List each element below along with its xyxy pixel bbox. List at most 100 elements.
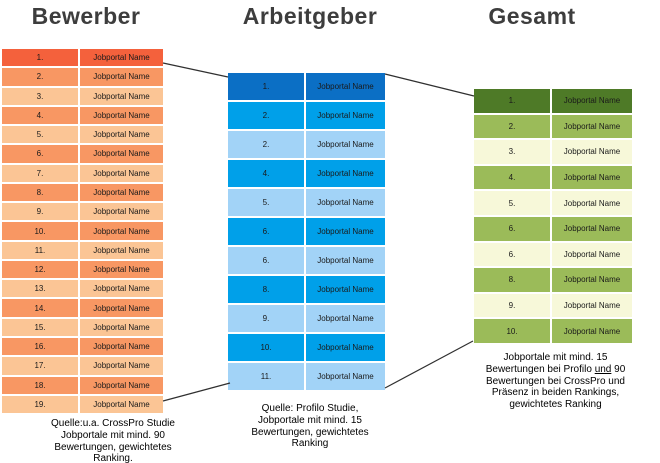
rank-cell: 8. bbox=[228, 276, 306, 303]
table-row: 12. Jobportal Name bbox=[2, 260, 163, 279]
ranking-table-bewerber: 1. Jobportal Name 2. Jobportal Name 3. Jobpor… bbox=[2, 49, 163, 414]
name-cell: Jobportal Name bbox=[317, 111, 374, 120]
rank-cell: 9. bbox=[2, 203, 80, 221]
table-row: 18. Jobportal Name bbox=[2, 376, 163, 394]
rank-cell: 11. bbox=[228, 363, 306, 390]
footnote-line: Bewertungen, gewichtetes bbox=[54, 441, 172, 453]
rank-cell: 2. bbox=[228, 131, 306, 158]
rank-cell: 6. bbox=[474, 242, 552, 267]
table-row: 3. Jobportal Name bbox=[474, 140, 632, 164]
rank-cell: 5. bbox=[474, 191, 552, 215]
rank-cell: 1. bbox=[474, 89, 552, 113]
rank-cell: 19. bbox=[2, 395, 80, 414]
table-row: 4. Jobportal Name bbox=[2, 106, 163, 125]
rank-cell: 15. bbox=[2, 318, 80, 336]
table-row: 2. Jobportal Name bbox=[474, 114, 632, 139]
rank-cell: 10. bbox=[228, 334, 306, 361]
table-row: 16. Jobportal Name bbox=[2, 337, 163, 356]
rank-cell: 4. bbox=[228, 160, 306, 187]
name-cell: Jobportal Name bbox=[93, 265, 150, 275]
table-row: 4. Jobportal Name bbox=[474, 165, 632, 190]
name-cell: Jobportal Name bbox=[93, 284, 150, 294]
rank-cell: 10. bbox=[474, 319, 552, 343]
table-row: 15. Jobportal Name bbox=[2, 318, 163, 336]
name-cell: Jobportal Name bbox=[563, 96, 621, 106]
rank-cell: 13. bbox=[2, 280, 80, 298]
footnote-underlined-word: und bbox=[594, 363, 612, 375]
rank-cell: 6. bbox=[2, 145, 80, 163]
table-row: 9. Jobportal Name bbox=[228, 305, 385, 332]
rank-cell: 2. bbox=[474, 114, 552, 139]
table-row: 8. Jobportal Name bbox=[228, 276, 385, 303]
table-row: 2. Jobportal Name bbox=[228, 102, 385, 129]
table-row: 2. Jobportal Name bbox=[2, 68, 163, 86]
table-row: 2. Jobportal Name bbox=[228, 131, 385, 158]
table-row: 14. Jobportal Name bbox=[2, 299, 163, 317]
table-row: 11. Jobportal Name bbox=[2, 241, 163, 259]
table-row: 5. Jobportal Name bbox=[474, 191, 632, 215]
name-cell: Jobportal Name bbox=[563, 249, 621, 259]
rank-cell: 3. bbox=[2, 87, 80, 105]
name-cell: Jobportal Name bbox=[93, 130, 150, 140]
table-row: 8. Jobportal Name bbox=[2, 183, 163, 202]
name-cell: Jobportal Name bbox=[317, 82, 374, 91]
name-cell: Jobportal Name bbox=[93, 342, 150, 352]
table-row: 13. Jobportal Name bbox=[2, 280, 163, 298]
table-row: 6. Jobportal Name bbox=[228, 247, 385, 274]
table-row: 17. Jobportal Name bbox=[2, 357, 163, 375]
name-cell: Jobportal Name bbox=[317, 314, 374, 323]
name-cell: Jobportal Name bbox=[93, 110, 150, 120]
footnote-line: Präsenz in beiden Rankings, bbox=[491, 387, 620, 399]
name-cell: Jobportal Name bbox=[93, 149, 150, 159]
table-row: 6. Jobportal Name bbox=[474, 242, 632, 267]
name-cell: Jobportal Name bbox=[317, 256, 374, 265]
ranking-table-arbeitgeber: 1. Jobportal Name 2. Jobportal Name 2. Jobpor… bbox=[228, 73, 385, 390]
table-row: 10. Jobportal Name bbox=[228, 334, 385, 361]
table-row: 4. Jobportal Name bbox=[228, 160, 385, 187]
table-row: 6. Jobportal Name bbox=[2, 145, 163, 163]
table-row: 5. Jobportal Name bbox=[228, 189, 385, 216]
table-row: 11. Jobportal Name bbox=[228, 363, 385, 390]
footnote-line: Ranking bbox=[291, 438, 329, 450]
name-cell: Jobportal Name bbox=[563, 326, 621, 336]
rank-cell: 6. bbox=[228, 218, 306, 245]
name-cell: Jobportal Name bbox=[317, 343, 374, 352]
rank-cell: 16. bbox=[2, 337, 80, 356]
name-cell: Jobportal Name bbox=[563, 121, 621, 131]
connector-line-top-right bbox=[384, 73, 475, 97]
rank-cell: 6. bbox=[228, 247, 306, 274]
rank-cell: 5. bbox=[2, 126, 80, 144]
name-cell: Jobportal Name bbox=[93, 322, 150, 332]
connector-line-top-left bbox=[162, 62, 229, 78]
ranking-table-gesamt: 1. Jobportal Name 2. Jobportal Name 3. Jobpor… bbox=[474, 89, 632, 343]
name-cell: Jobportal Name bbox=[563, 275, 621, 285]
name-cell: Jobportal Name bbox=[317, 198, 374, 207]
rank-cell: 11. bbox=[2, 241, 80, 259]
footnote-line: Bewertungen, gewichtetes bbox=[251, 426, 369, 438]
name-cell: Jobportal Name bbox=[317, 372, 374, 381]
column-title-arbeitgeber: Arbeitgeber bbox=[242, 3, 378, 29]
rank-cell: 17. bbox=[2, 357, 80, 375]
name-cell: Jobportal Name bbox=[93, 303, 150, 313]
table-row: 1. Jobportal Name bbox=[2, 49, 163, 67]
name-cell: Jobportal Name bbox=[93, 245, 150, 255]
table-row: 6. Jobportal Name bbox=[228, 218, 385, 245]
name-cell: Jobportal Name bbox=[93, 91, 150, 101]
rank-cell: 3. bbox=[474, 140, 552, 164]
name-cell: Jobportal Name bbox=[93, 187, 150, 197]
name-cell: Jobportal Name bbox=[93, 399, 150, 409]
footnote-line: Bewertungen bei CrossPro und bbox=[486, 375, 625, 387]
name-cell: Jobportal Name bbox=[93, 53, 150, 63]
rank-cell: 12. bbox=[2, 260, 80, 279]
name-cell: Jobportal Name bbox=[93, 72, 150, 82]
footnote-line: gewichtetes Ranking bbox=[509, 399, 602, 411]
connector-line-bottom-left bbox=[162, 382, 231, 402]
table-row: 9. Jobportal Name bbox=[2, 203, 163, 221]
rank-cell: 4. bbox=[2, 106, 80, 125]
footnote-arbeitgeber: Quelle: Profilo Studie, Jobportale mit m… bbox=[230, 403, 390, 450]
table-row: 1. Jobportal Name bbox=[474, 89, 632, 113]
footnote-line: Jobportale mit mind. 15 bbox=[258, 414, 362, 426]
footnote-line: Ranking. bbox=[93, 453, 133, 463]
table-row: 8. Jobportal Name bbox=[474, 268, 632, 292]
